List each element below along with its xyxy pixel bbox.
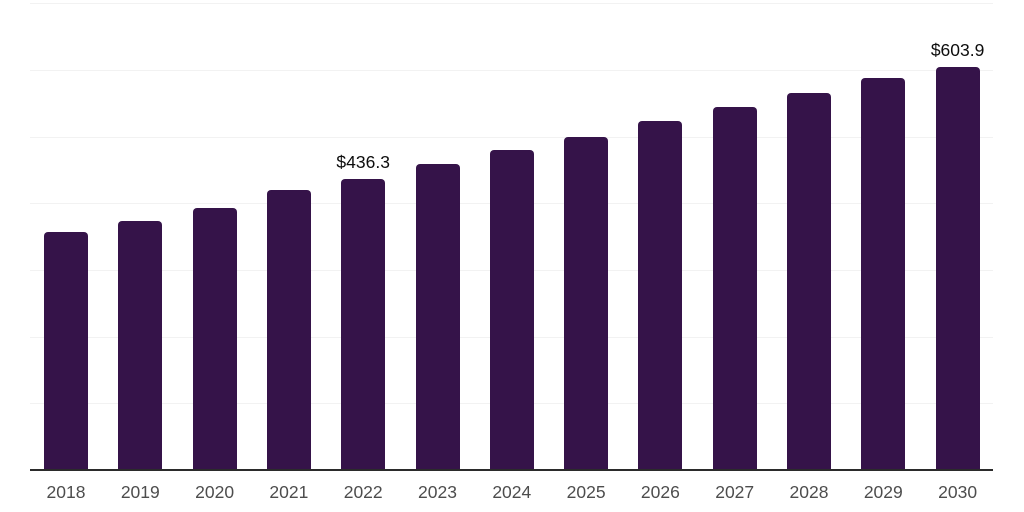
x-tick-label-2025: 2025 — [566, 482, 606, 502]
bar-2024 — [489, 150, 534, 470]
x-tick-label-2021: 2021 — [269, 482, 309, 502]
bar-2027 — [712, 107, 757, 470]
gridline-700 — [30, 3, 993, 5]
bar-2020 — [192, 208, 237, 470]
x-axis-line — [30, 469, 993, 471]
bar-2021 — [266, 190, 311, 470]
x-tick-label-2019: 2019 — [120, 482, 160, 502]
bar-2018 — [44, 232, 88, 470]
value-label-2022: $436.3 — [336, 152, 390, 173]
bar-2028 — [787, 93, 831, 470]
x-tick-label-2018: 2018 — [46, 482, 86, 502]
gridline-500 — [30, 136, 993, 138]
x-tick-label-2022: 2022 — [343, 482, 383, 502]
x-tick-label-2028: 2028 — [789, 482, 829, 502]
x-tick-label-2029: 2029 — [863, 482, 903, 502]
gridline-600 — [30, 70, 993, 71]
bar-2026 — [638, 121, 683, 470]
bar-2030 — [935, 67, 980, 470]
x-tick-label-2027: 2027 — [715, 482, 755, 502]
bar-2025 — [564, 136, 609, 470]
bar-2023 — [415, 164, 460, 470]
x-tick-label-2030: 2030 — [938, 482, 978, 502]
bar-2022 — [341, 179, 386, 470]
value-label-2030: $603.9 — [930, 40, 985, 61]
x-tick-label-2023: 2023 — [418, 482, 457, 502]
x-tick-label-2024: 2024 — [492, 482, 532, 502]
x-tick-label-2026: 2026 — [640, 482, 680, 502]
x-tick-label-2020: 2020 — [195, 482, 235, 502]
bar-2029 — [861, 78, 906, 470]
bar-2019 — [118, 221, 163, 470]
